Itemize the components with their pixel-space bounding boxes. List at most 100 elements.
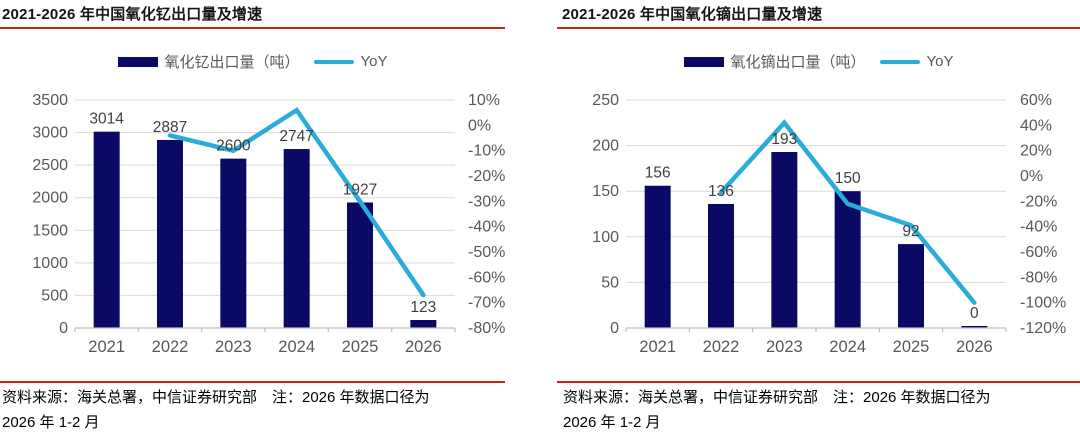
- bar: [283, 149, 310, 328]
- bar: [771, 151, 798, 328]
- svg-text:156: 156: [645, 165, 671, 182]
- x-axis: [625, 327, 1007, 332]
- right-axis-labels: 60% 40% 20% 0% -20% -40% -60% -80% -100% -120%: [1020, 92, 1066, 337]
- legend-item-bar: 氧化钇出口量（吨）: [117, 51, 300, 72]
- svg-text:40%: 40%: [1020, 117, 1052, 134]
- footer-divider: [0, 381, 505, 383]
- svg-text:0%: 0%: [468, 117, 491, 134]
- svg-text:0: 0: [59, 320, 68, 337]
- chart-title: 2021-2026 年中国氧化钇出口量及增速: [2, 6, 263, 23]
- svg-text:2021: 2021: [639, 338, 676, 356]
- bar: [157, 139, 183, 328]
- svg-text:2025: 2025: [342, 338, 379, 356]
- legend-line-label: YoY: [926, 53, 954, 70]
- svg-text:-80%: -80%: [468, 320, 505, 337]
- bar: [961, 326, 988, 328]
- svg-text:-30%: -30%: [468, 193, 505, 210]
- bar: [708, 203, 734, 328]
- legend-item-line: YoY: [879, 53, 954, 70]
- svg-text:2023: 2023: [215, 338, 252, 356]
- title-divider: [0, 27, 505, 29]
- source-note: 资料来源：海关总署，中信证券研究部 注：2026 年数据口径为 2026 年 1…: [2, 386, 505, 436]
- source-note: 资料来源：海关总署，中信证券研究部 注：2026 年数据口径为 2026 年 1…: [563, 386, 1080, 436]
- chart-legend: 氧化镝出口量（吨） YoY: [557, 51, 1080, 72]
- svg-text:2021: 2021: [88, 338, 125, 356]
- chart-legend: 氧化钇出口量（吨） YoY: [0, 51, 505, 72]
- svg-text:2022: 2022: [703, 338, 740, 356]
- svg-text:-120%: -120%: [1020, 320, 1066, 337]
- svg-text:0: 0: [610, 320, 619, 337]
- svg-text:2747: 2747: [279, 128, 313, 145]
- bar-swatch-icon: [683, 56, 724, 67]
- x-axis-labels: 2021 2022 2023 2024 2025 2026: [639, 338, 992, 356]
- source-note-line1: 资料来源：海关总署，中信证券研究部 注：2026 年数据口径为: [563, 389, 991, 406]
- bar: [220, 158, 247, 328]
- svg-text:100: 100: [592, 229, 619, 246]
- svg-text:123: 123: [410, 299, 436, 316]
- svg-text:2023: 2023: [766, 338, 803, 356]
- svg-text:-40%: -40%: [468, 219, 505, 236]
- svg-text:150: 150: [592, 183, 619, 200]
- svg-text:10%: 10%: [468, 92, 500, 109]
- legend-line-label: YoY: [360, 53, 388, 70]
- svg-text:2026: 2026: [956, 338, 993, 356]
- bar: [898, 244, 924, 328]
- svg-text:2024: 2024: [278, 338, 315, 356]
- x-axis-labels: 2021 2022 2023 2024 2025 2026: [88, 338, 441, 356]
- svg-text:-60%: -60%: [1020, 244, 1057, 261]
- legend-bar-label: 氧化镝出口量（吨）: [730, 54, 866, 71]
- left-axis-labels: 3500 3000 2500 2000 1500 1000 500 0: [32, 92, 68, 337]
- left-axis-labels: 250 200 150 100 50 0: [592, 92, 619, 337]
- svg-text:3000: 3000: [32, 125, 68, 142]
- svg-text:20%: 20%: [1020, 143, 1052, 160]
- legend-bar-label: 氧化钇出口量（吨）: [164, 54, 300, 71]
- bar: [93, 131, 120, 328]
- bar-series: [644, 151, 988, 328]
- svg-text:3500: 3500: [32, 92, 68, 109]
- svg-text:2024: 2024: [829, 338, 866, 356]
- chart-canvas: 250 200 150 100 50 0 60% 40% 20% 0% -20% -40% -60% -8…: [592, 92, 1066, 356]
- chart-canvas: 3500 3000 2500 2000 1500 1000 500 0 10% 0% -10% -20…: [32, 92, 505, 356]
- bar: [834, 191, 861, 328]
- svg-text:250: 250: [592, 92, 619, 109]
- svg-text:-100%: -100%: [1020, 295, 1066, 312]
- svg-text:-70%: -70%: [468, 295, 505, 312]
- svg-text:-10%: -10%: [468, 143, 505, 160]
- svg-text:2026: 2026: [405, 338, 442, 356]
- svg-text:3014: 3014: [89, 111, 124, 128]
- svg-text:60%: 60%: [1020, 92, 1052, 109]
- svg-text:2887: 2887: [153, 119, 187, 136]
- bar: [410, 319, 437, 328]
- bar-series: [93, 131, 437, 328]
- legend-item-bar: 氧化镝出口量（吨）: [683, 51, 866, 72]
- footer-divider: [557, 381, 1080, 383]
- svg-text:200: 200: [592, 138, 619, 155]
- svg-text:-40%: -40%: [1020, 219, 1057, 236]
- svg-text:500: 500: [41, 287, 68, 304]
- gridlines: [75, 99, 455, 329]
- svg-text:2025: 2025: [893, 338, 930, 356]
- bar-data-labels: 3014 2887 2600 2747 1927 123: [89, 111, 436, 316]
- bar: [347, 202, 373, 328]
- yoy-line: [167, 107, 426, 298]
- svg-text:2600: 2600: [216, 138, 251, 155]
- right-axis-labels: 10% 0% -10% -20% -30% -40% -50% -60% -70% -80%: [468, 92, 505, 337]
- svg-text:-20%: -20%: [1020, 193, 1057, 210]
- svg-text:0%: 0%: [1020, 168, 1043, 185]
- svg-text:136: 136: [708, 183, 734, 200]
- svg-text:193: 193: [771, 131, 797, 148]
- svg-text:1927: 1927: [343, 181, 377, 198]
- bar-data-labels: 156 136 193 150 92 0: [645, 131, 979, 322]
- source-note-line1: 资料来源：海关总署，中信证券研究部 注：2026 年数据口径为: [2, 389, 430, 406]
- title-divider: [557, 27, 1080, 29]
- svg-text:2022: 2022: [152, 338, 189, 356]
- chart-panel-yttrium-oxide: 2021-2026 年中国氧化钇出口量及增速 氧化钇出口量（吨） YoY 350…: [0, 0, 505, 439]
- chart-panel-dysprosium-oxide: 2021-2026 年中国氧化镝出口量及增速 氧化镝出口量（吨） YoY 250…: [557, 0, 1080, 439]
- svg-text:-50%: -50%: [468, 244, 505, 261]
- svg-text:2500: 2500: [32, 157, 68, 174]
- svg-text:1000: 1000: [32, 255, 68, 272]
- svg-text:0: 0: [970, 305, 979, 322]
- bar: [644, 185, 671, 328]
- svg-text:2000: 2000: [32, 190, 68, 207]
